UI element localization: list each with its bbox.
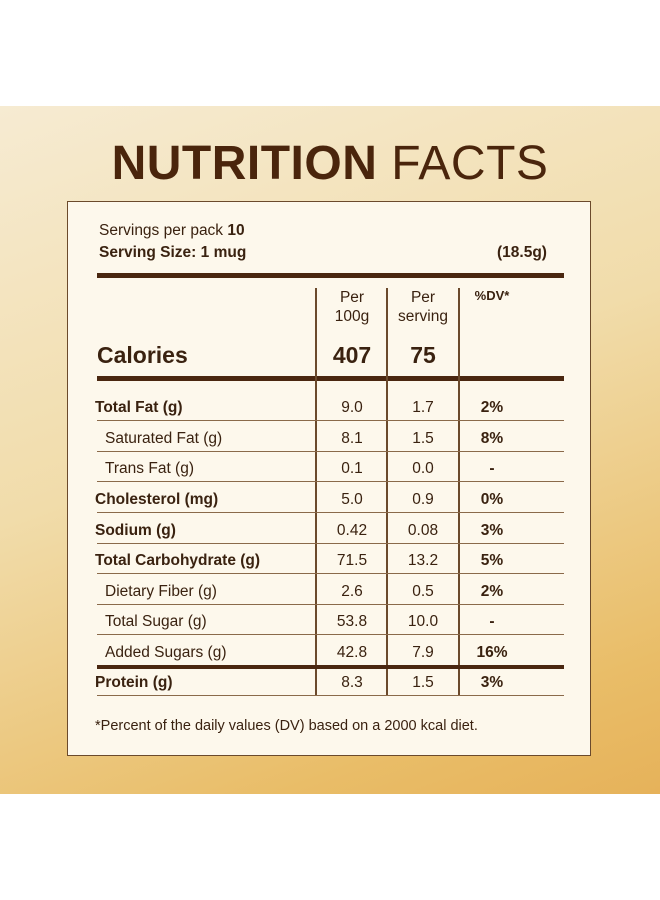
row-divider-bottom [97, 695, 564, 696]
title-bold-word: NUTRITION [111, 137, 378, 190]
nutrient-per-serving: 1.7 [412, 399, 434, 416]
nutrient-per-serving: 13.2 [407, 552, 439, 569]
nutrient-name: Total Fat (g) [95, 399, 183, 416]
nutrient-name: Cholesterol (mg) [95, 491, 219, 508]
header-per-serving-line2: serving [398, 308, 448, 325]
title-light-word: FACTS [391, 137, 549, 190]
nutrient-per-100g: 42.8 [336, 644, 368, 661]
nutrient-per-serving: 0.5 [412, 583, 434, 600]
nutrient-dv: 2% [480, 583, 504, 600]
servings-per-pack: Servings per pack 10 [99, 222, 245, 240]
header-per-100g: Per 100g [316, 288, 388, 326]
serving-size-grams: (18.5g) [497, 244, 547, 261]
nutrient-per-100g: 53.8 [336, 613, 368, 630]
nutrient-dv: 8% [480, 430, 504, 447]
nutrient-per-serving: 0.0 [412, 460, 434, 477]
nutrition-facts-panel: Servings per pack 10 Serving Size: 1 mug… [67, 201, 591, 756]
footnote: *Percent of the daily values (DV) based … [95, 718, 478, 734]
nutrient-name: Protein (g) [95, 674, 173, 691]
calories-label: Calories [97, 342, 188, 368]
column-divider-3 [458, 288, 460, 695]
row-divider [97, 512, 564, 513]
nutrient-per-100g: 8.1 [341, 430, 363, 447]
row-divider [97, 543, 564, 544]
header-dv: %DV* [474, 288, 510, 303]
nutrient-per-100g: 2.6 [341, 583, 363, 600]
nutrient-name: Sodium (g) [95, 522, 176, 539]
nutrient-dv: 5% [480, 552, 504, 569]
nutrient-name: Saturated Fat (g) [105, 430, 223, 447]
nutrient-per-100g: 0.1 [341, 460, 363, 477]
calories-per-serving: 75 [410, 342, 436, 368]
nutrient-name: Total Sugar (g) [105, 613, 207, 630]
column-divider-1 [315, 288, 317, 695]
nutrient-per-serving: 0.9 [412, 491, 434, 508]
header-per-serving-line1: Per [410, 289, 436, 306]
row-divider [97, 420, 564, 421]
nutrient-name: Total Carbohydrate (g) [95, 552, 261, 569]
nutrient-per-serving: 10.0 [407, 613, 439, 630]
nutrient-name: Dietary Fiber (g) [105, 583, 217, 600]
nutrient-per-serving: 1.5 [412, 674, 434, 691]
servings-label: Servings per pack [99, 222, 224, 239]
header-per-serving: Per serving [386, 288, 460, 326]
nutrient-dv: 0% [480, 491, 504, 508]
row-divider [97, 604, 564, 605]
nutrient-per-serving: 7.9 [412, 644, 434, 661]
header-per-100g-line2: 100g [334, 308, 370, 325]
nutrient-per-100g: 9.0 [341, 399, 363, 416]
row-divider [97, 451, 564, 452]
nutrient-dv: 3% [480, 522, 504, 539]
nutrient-per-serving: 1.5 [412, 430, 434, 447]
row-divider [97, 481, 564, 482]
nutrient-dv: 16% [476, 644, 508, 661]
nutrient-name: Trans Fat (g) [105, 460, 194, 477]
column-divider-2 [386, 288, 388, 695]
nutrient-per-100g: 71.5 [336, 552, 368, 569]
nutrient-per-100g: 8.3 [341, 674, 363, 691]
nutrient-per-100g: 5.0 [341, 491, 363, 508]
nutrient-name: Added Sugars (g) [105, 644, 227, 661]
page-title: NUTRITION FACTS [0, 136, 660, 192]
nutrient-dv: - [489, 460, 495, 477]
nutrient-per-serving: 0.08 [407, 522, 439, 539]
nutrient-per-100g: 0.42 [336, 522, 368, 539]
thick-divider-top [97, 273, 564, 278]
nutrient-dv: - [489, 613, 495, 630]
thick-divider-calories [97, 376, 564, 381]
serving-size: Serving Size: 1 mug [99, 244, 247, 261]
row-divider [97, 573, 564, 574]
row-divider [97, 634, 564, 635]
servings-value: 10 [227, 222, 245, 239]
header-per-100g-line1: Per [339, 289, 365, 306]
nutrient-dv: 2% [480, 399, 504, 416]
calories-per-100g: 407 [332, 342, 372, 368]
thick-divider-protein [97, 665, 564, 669]
nutrient-dv: 3% [480, 674, 504, 691]
